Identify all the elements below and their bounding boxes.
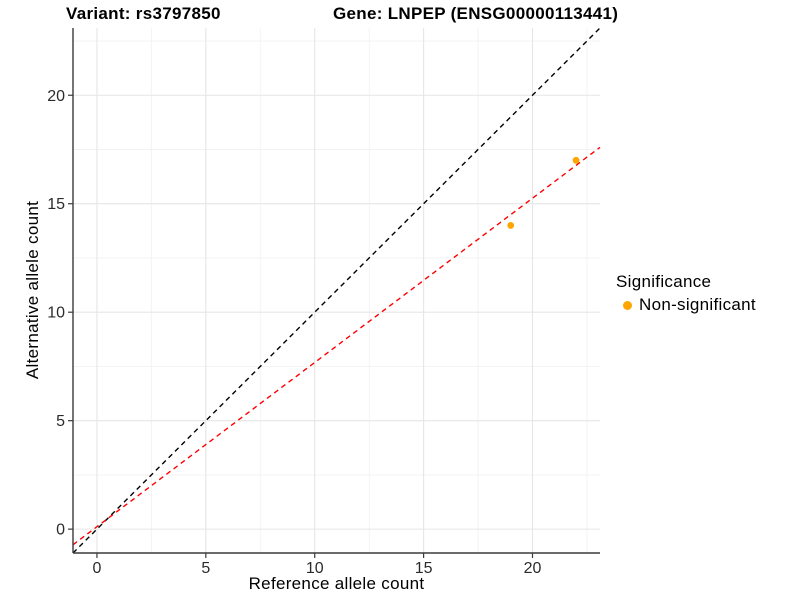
y-tick-label: 0 <box>56 522 65 539</box>
legend-point-icon <box>623 300 632 310</box>
fit-line <box>72 146 601 546</box>
legend-items: Non-significant <box>616 295 756 315</box>
x-tick-label: 15 <box>415 560 433 577</box>
y-tick-label: 10 <box>47 305 65 322</box>
plot-title-variant: Variant: rs3797850 <box>66 4 221 23</box>
y-tick-label: 5 <box>56 413 65 430</box>
identity-line <box>72 27 601 554</box>
legend-item: Non-significant <box>616 295 756 315</box>
x-axis-title: Reference allele count <box>248 574 425 593</box>
data-point <box>507 222 515 229</box>
x-tick-label: 5 <box>201 560 210 577</box>
legend-title: Significance <box>616 272 712 291</box>
data-point <box>572 156 580 164</box>
x-tick-label: 10 <box>306 560 324 577</box>
y-axis-title: Alternative allele count <box>23 200 42 380</box>
y-tick-label: 15 <box>47 196 65 213</box>
plot-title-gene: Gene: LNPEP (ENSG00000113441) <box>333 4 619 23</box>
x-tick-label: 0 <box>93 560 102 577</box>
legend: Significance Non-significant <box>616 272 756 315</box>
x-tick-label: 20 <box>524 560 542 577</box>
y-tick-label: 20 <box>47 88 65 105</box>
legend-item-label: Non-significant <box>639 295 756 314</box>
